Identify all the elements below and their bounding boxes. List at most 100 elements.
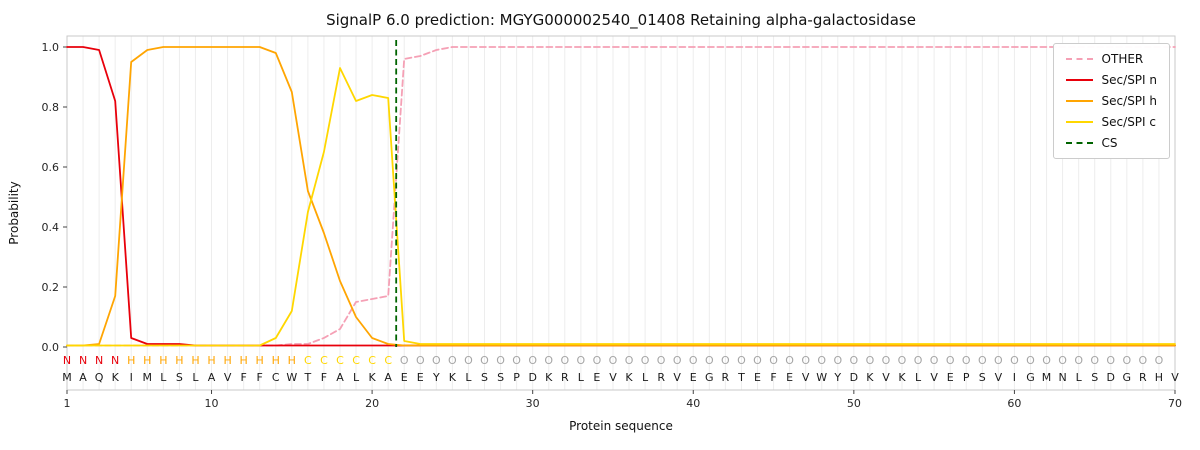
region-letter: O bbox=[1042, 354, 1051, 367]
sequence-letter: Q bbox=[95, 371, 104, 384]
sequence-letter: L bbox=[578, 371, 585, 384]
series-line-other bbox=[66, 46, 1176, 347]
region-letter: N bbox=[79, 354, 87, 367]
sequence-letter: K bbox=[449, 371, 457, 384]
sequence-letter: D bbox=[850, 371, 858, 384]
region-letter: C bbox=[320, 354, 328, 367]
y-tick-label: 0.8 bbox=[42, 101, 60, 114]
region-letter: O bbox=[625, 354, 634, 367]
region-letter: C bbox=[352, 354, 360, 367]
sequence-letter: M bbox=[143, 371, 153, 384]
region-letter: O bbox=[882, 354, 891, 367]
region-letter: O bbox=[994, 354, 1003, 367]
region-letter: O bbox=[673, 354, 682, 367]
sequence-letter: W bbox=[816, 371, 827, 384]
y-tick-label: 0.4 bbox=[42, 221, 60, 234]
sequence-letter: F bbox=[770, 371, 776, 384]
sequence-letter: K bbox=[545, 371, 553, 384]
sequence-letter: P bbox=[963, 371, 970, 384]
region-letter: O bbox=[769, 354, 778, 367]
sequence-letter: D bbox=[528, 371, 536, 384]
sequence-letter: E bbox=[593, 371, 600, 384]
region-letter: O bbox=[609, 354, 618, 367]
sequence-letter: E bbox=[401, 371, 408, 384]
sequence-letter: V bbox=[224, 371, 232, 384]
region-letter: O bbox=[850, 354, 859, 367]
sequence-letter: T bbox=[737, 371, 745, 384]
x-tick-label: 70 bbox=[1168, 397, 1182, 410]
sequence-letter: W bbox=[286, 371, 297, 384]
region-letter: O bbox=[866, 354, 875, 367]
region-letter: O bbox=[1074, 354, 1083, 367]
sequence-letter: L bbox=[465, 371, 472, 384]
sequence-letter: V bbox=[802, 371, 810, 384]
sequence-letter: P bbox=[513, 371, 520, 384]
region-letter: O bbox=[577, 354, 586, 367]
sequence-letter: N bbox=[1058, 371, 1066, 384]
legend-label-sec-spi-h: Sec/SPI h bbox=[1101, 94, 1157, 108]
x-tick-label: 1 bbox=[64, 397, 71, 410]
sequence-letter: S bbox=[481, 371, 488, 384]
region-letter: O bbox=[593, 354, 602, 367]
sequence-letter: K bbox=[112, 371, 120, 384]
region-letter: O bbox=[416, 354, 425, 367]
sequence-letter: F bbox=[240, 371, 246, 384]
region-letter: H bbox=[256, 354, 264, 367]
other-line-sample bbox=[1065, 58, 1093, 60]
sequence-letter: H bbox=[1155, 371, 1163, 384]
y-tick-label: 0.0 bbox=[42, 341, 60, 354]
sequence-letter: R bbox=[657, 371, 665, 384]
sequence-letter: V bbox=[882, 371, 890, 384]
x-tick-label: 40 bbox=[686, 397, 700, 410]
legend-label-sec-spi-n: Sec/SPI n bbox=[1101, 73, 1157, 87]
sequence-letter: A bbox=[384, 371, 392, 384]
region-letter: O bbox=[464, 354, 473, 367]
sequence-letter: L bbox=[642, 371, 649, 384]
region-letter: O bbox=[705, 354, 714, 367]
sequence-letter: R bbox=[561, 371, 569, 384]
sequence-letter: S bbox=[1091, 371, 1098, 384]
region-letter: O bbox=[512, 354, 521, 367]
sequence-letter: G bbox=[1026, 371, 1035, 384]
region-letter: O bbox=[898, 354, 907, 367]
region-letter: O bbox=[930, 354, 939, 367]
sequence-letter: K bbox=[866, 371, 874, 384]
region-letter: H bbox=[223, 354, 231, 367]
region-letter: O bbox=[528, 354, 537, 367]
legend: OTHER Sec/SPI n Sec/SPI h Sec/SPI c CS bbox=[1052, 43, 1170, 159]
sequence-letter: V bbox=[1171, 371, 1179, 384]
sequence-letter: S bbox=[979, 371, 986, 384]
region-letter: O bbox=[689, 354, 698, 367]
region-letter: O bbox=[432, 354, 441, 367]
legend-item-sec-spi-h: Sec/SPI h bbox=[1065, 93, 1157, 109]
sec-spi-n-line-sample bbox=[1065, 79, 1093, 81]
y-tick-label: 0.2 bbox=[42, 281, 60, 294]
region-letter: O bbox=[817, 354, 826, 367]
sequence-letter: A bbox=[336, 371, 344, 384]
legend-label-cs: CS bbox=[1101, 136, 1118, 150]
region-letter: H bbox=[288, 354, 296, 367]
region-letter: C bbox=[384, 354, 392, 367]
sequence-letter: A bbox=[208, 371, 216, 384]
y-tick-label: 1.0 bbox=[42, 41, 60, 54]
region-letter: O bbox=[496, 354, 505, 367]
region-letter: H bbox=[272, 354, 280, 367]
sequence-letter: V bbox=[609, 371, 617, 384]
sec-spi-h-line-sample bbox=[1065, 100, 1093, 102]
region-letter: O bbox=[721, 354, 730, 367]
region-letter: H bbox=[207, 354, 215, 367]
sequence-letter: L bbox=[915, 371, 922, 384]
region-letter: O bbox=[560, 354, 569, 367]
region-letter: H bbox=[159, 354, 167, 367]
sequence-letter: F bbox=[321, 371, 327, 384]
sequence-letter: D bbox=[1107, 371, 1115, 384]
x-tick-label: 60 bbox=[1007, 397, 1021, 410]
sequence-letter: R bbox=[722, 371, 730, 384]
sequence-letter: L bbox=[353, 371, 360, 384]
sequence-letter: T bbox=[304, 371, 312, 384]
region-letter: O bbox=[1026, 354, 1035, 367]
legend-item-sec-spi-c: Sec/SPI c bbox=[1065, 114, 1157, 130]
cs-line-sample bbox=[1065, 142, 1093, 144]
region-letter: O bbox=[1106, 354, 1115, 367]
